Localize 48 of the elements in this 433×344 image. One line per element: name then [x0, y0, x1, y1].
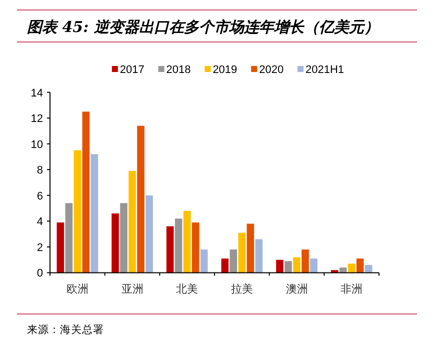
x-tick-label: 北美 — [176, 282, 198, 296]
legend-label: 2021H1 — [306, 64, 344, 76]
source-note: 来源：海关总署 — [27, 323, 104, 336]
bar — [90, 154, 98, 273]
y-tick-label: 6 — [36, 190, 43, 202]
y-tick-label: 14 — [30, 87, 43, 100]
bar — [284, 261, 292, 273]
bar — [183, 210, 191, 273]
x-tick-label: 拉美 — [230, 282, 253, 296]
bar — [146, 195, 153, 273]
bar — [246, 224, 254, 273]
bar — [128, 170, 136, 273]
bar — [56, 222, 64, 273]
y-tick-label: 12 — [30, 113, 43, 126]
bar — [221, 258, 229, 273]
bar — [255, 239, 263, 273]
bar — [120, 203, 128, 273]
x-tick-label: 欧洲 — [66, 282, 88, 296]
y-tick-label: 4 — [36, 216, 43, 228]
bar — [238, 232, 246, 273]
bar — [65, 203, 73, 273]
y-tick-label: 0 — [36, 268, 43, 280]
bar — [310, 258, 318, 273]
y-tick-label: 10 — [30, 138, 43, 151]
legend-label: 2020 — [259, 64, 284, 76]
bar — [137, 126, 144, 273]
chart-title: 图表 45: 逆变器出口在多个市场连年增长（亿美元） — [27, 18, 379, 36]
bar — [293, 257, 300, 273]
bar — [348, 264, 356, 273]
bar — [174, 218, 182, 273]
x-tick-label: 亚洲 — [121, 282, 144, 296]
legend-label: 2018 — [166, 64, 191, 76]
bar — [302, 250, 309, 273]
bar — [200, 250, 208, 273]
bar — [192, 222, 200, 273]
legend-label: 2017 — [120, 64, 144, 76]
y-tick-label: 8 — [36, 164, 43, 177]
y-tick-label: 2 — [36, 242, 43, 254]
x-tick-label: 澳洲 — [286, 282, 308, 296]
bar — [166, 226, 174, 273]
legend-label: 2019 — [212, 64, 238, 76]
bar — [74, 150, 82, 273]
bar — [356, 258, 364, 273]
bar — [276, 260, 284, 273]
bar — [112, 213, 119, 273]
bar — [230, 250, 238, 273]
x-tick-label: 非洲 — [340, 282, 363, 296]
bar — [82, 112, 90, 273]
